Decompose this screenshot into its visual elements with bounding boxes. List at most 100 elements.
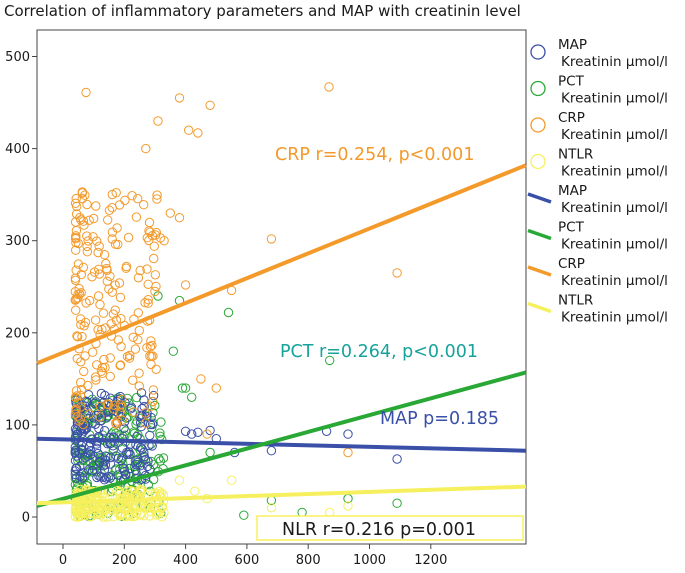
ntlr-point (115, 511, 125, 521)
map-point (72, 425, 82, 435)
crp-point (142, 233, 153, 243)
pct-point (180, 383, 191, 393)
crp-point (79, 220, 89, 230)
crp-point (75, 414, 86, 424)
axes: 0 200 400 600 800 1000 1200 0 100 200 300 400 500 (5, 50, 447, 568)
crp-point (134, 325, 145, 336)
x-tick-label: 600 (234, 553, 259, 568)
crp-point (159, 236, 169, 246)
map-point (120, 469, 131, 480)
crp-point (75, 390, 86, 401)
crp-point (196, 374, 206, 384)
crp-point (139, 200, 149, 210)
ntlr-point (117, 509, 127, 519)
ntlr-point (266, 503, 277, 513)
crp-point (90, 315, 101, 325)
map-point (146, 412, 156, 423)
crp-point (72, 331, 82, 341)
crp-annotation: CRP r=0.254, p<0.001 (275, 145, 474, 165)
crp-point (140, 408, 151, 418)
crp-point (91, 201, 101, 211)
crp-point (128, 375, 138, 385)
ntlr-point (144, 511, 155, 521)
pct-point (325, 355, 335, 366)
crp-point (152, 194, 162, 204)
y-tick-label: 100 (5, 418, 30, 433)
crp-point (117, 394, 127, 405)
crp-point (70, 392, 81, 403)
legend-crp-line (527, 265, 552, 277)
crp-point (147, 340, 157, 351)
crp-point (111, 418, 121, 428)
crp-point (140, 418, 151, 428)
y-tick-label: 300 (5, 234, 30, 249)
crp-point (105, 353, 115, 363)
legend-crp-marker (530, 117, 546, 133)
crp-point (144, 235, 154, 246)
crp-point (133, 194, 143, 204)
crp-point (74, 289, 85, 299)
crp-point (88, 347, 98, 357)
crp-point (211, 383, 222, 393)
pct-point (132, 392, 142, 403)
map-point (70, 424, 81, 434)
crp-point (150, 270, 161, 280)
ntlr-point (73, 512, 83, 522)
pct-point (108, 444, 119, 454)
ntlr-point (343, 501, 353, 511)
crp-point (82, 231, 92, 241)
map-point (113, 470, 123, 480)
crp-point (93, 325, 103, 335)
map-point (94, 471, 104, 481)
pct-point (156, 417, 166, 427)
ntlr-point (123, 502, 134, 513)
crp-point (109, 404, 119, 414)
map-point (79, 426, 89, 436)
legend-map-unit: Kreatinin µmol/l (561, 200, 668, 216)
map-point (111, 451, 121, 461)
crp-point (90, 372, 101, 382)
map-fit-line (36, 436, 527, 453)
pct-point (131, 419, 141, 429)
ntlr-point (136, 485, 146, 495)
crp-point (152, 190, 162, 200)
legend-crp-unit: Kreatinin µmol/l (561, 127, 668, 143)
crp-point (83, 236, 93, 246)
chart-title: Correlation of inflammatory parameters a… (4, 2, 521, 20)
crp-point (193, 128, 203, 138)
crp-point (105, 371, 116, 382)
ntlr-point (132, 508, 142, 518)
ntlr-point (102, 512, 112, 522)
legend-crp-name: CRP (558, 256, 585, 272)
crp-point (84, 409, 95, 419)
crp-point (101, 258, 111, 269)
pct-point (155, 428, 165, 438)
pct-point (154, 454, 164, 464)
pct-point (153, 291, 163, 301)
crp-point (148, 396, 158, 407)
crp-point (79, 366, 89, 377)
crp-point (103, 215, 113, 225)
pct-point (143, 480, 154, 490)
crp-point (80, 190, 90, 200)
crp-point (205, 100, 215, 111)
crp-point (72, 391, 82, 401)
crp-point (75, 212, 85, 223)
legend-pct-unit: Kreatinin µmol/l (561, 237, 668, 253)
map-point (187, 429, 197, 439)
map-point (99, 464, 110, 475)
legend-pct-line (527, 228, 552, 241)
x-tick-label: 400 (173, 553, 198, 568)
pct-point (392, 498, 402, 508)
map-point (139, 395, 149, 405)
crp-point (180, 280, 191, 290)
crp-point (135, 265, 145, 276)
crp-point (114, 278, 125, 288)
pct-point (130, 456, 141, 466)
pct-annotation: PCT r=0.264, p<0.001 (280, 342, 478, 362)
crp-point (76, 357, 86, 367)
crp-point (76, 377, 86, 388)
fit-lines (36, 163, 527, 508)
y-tick-label: 500 (5, 50, 30, 65)
